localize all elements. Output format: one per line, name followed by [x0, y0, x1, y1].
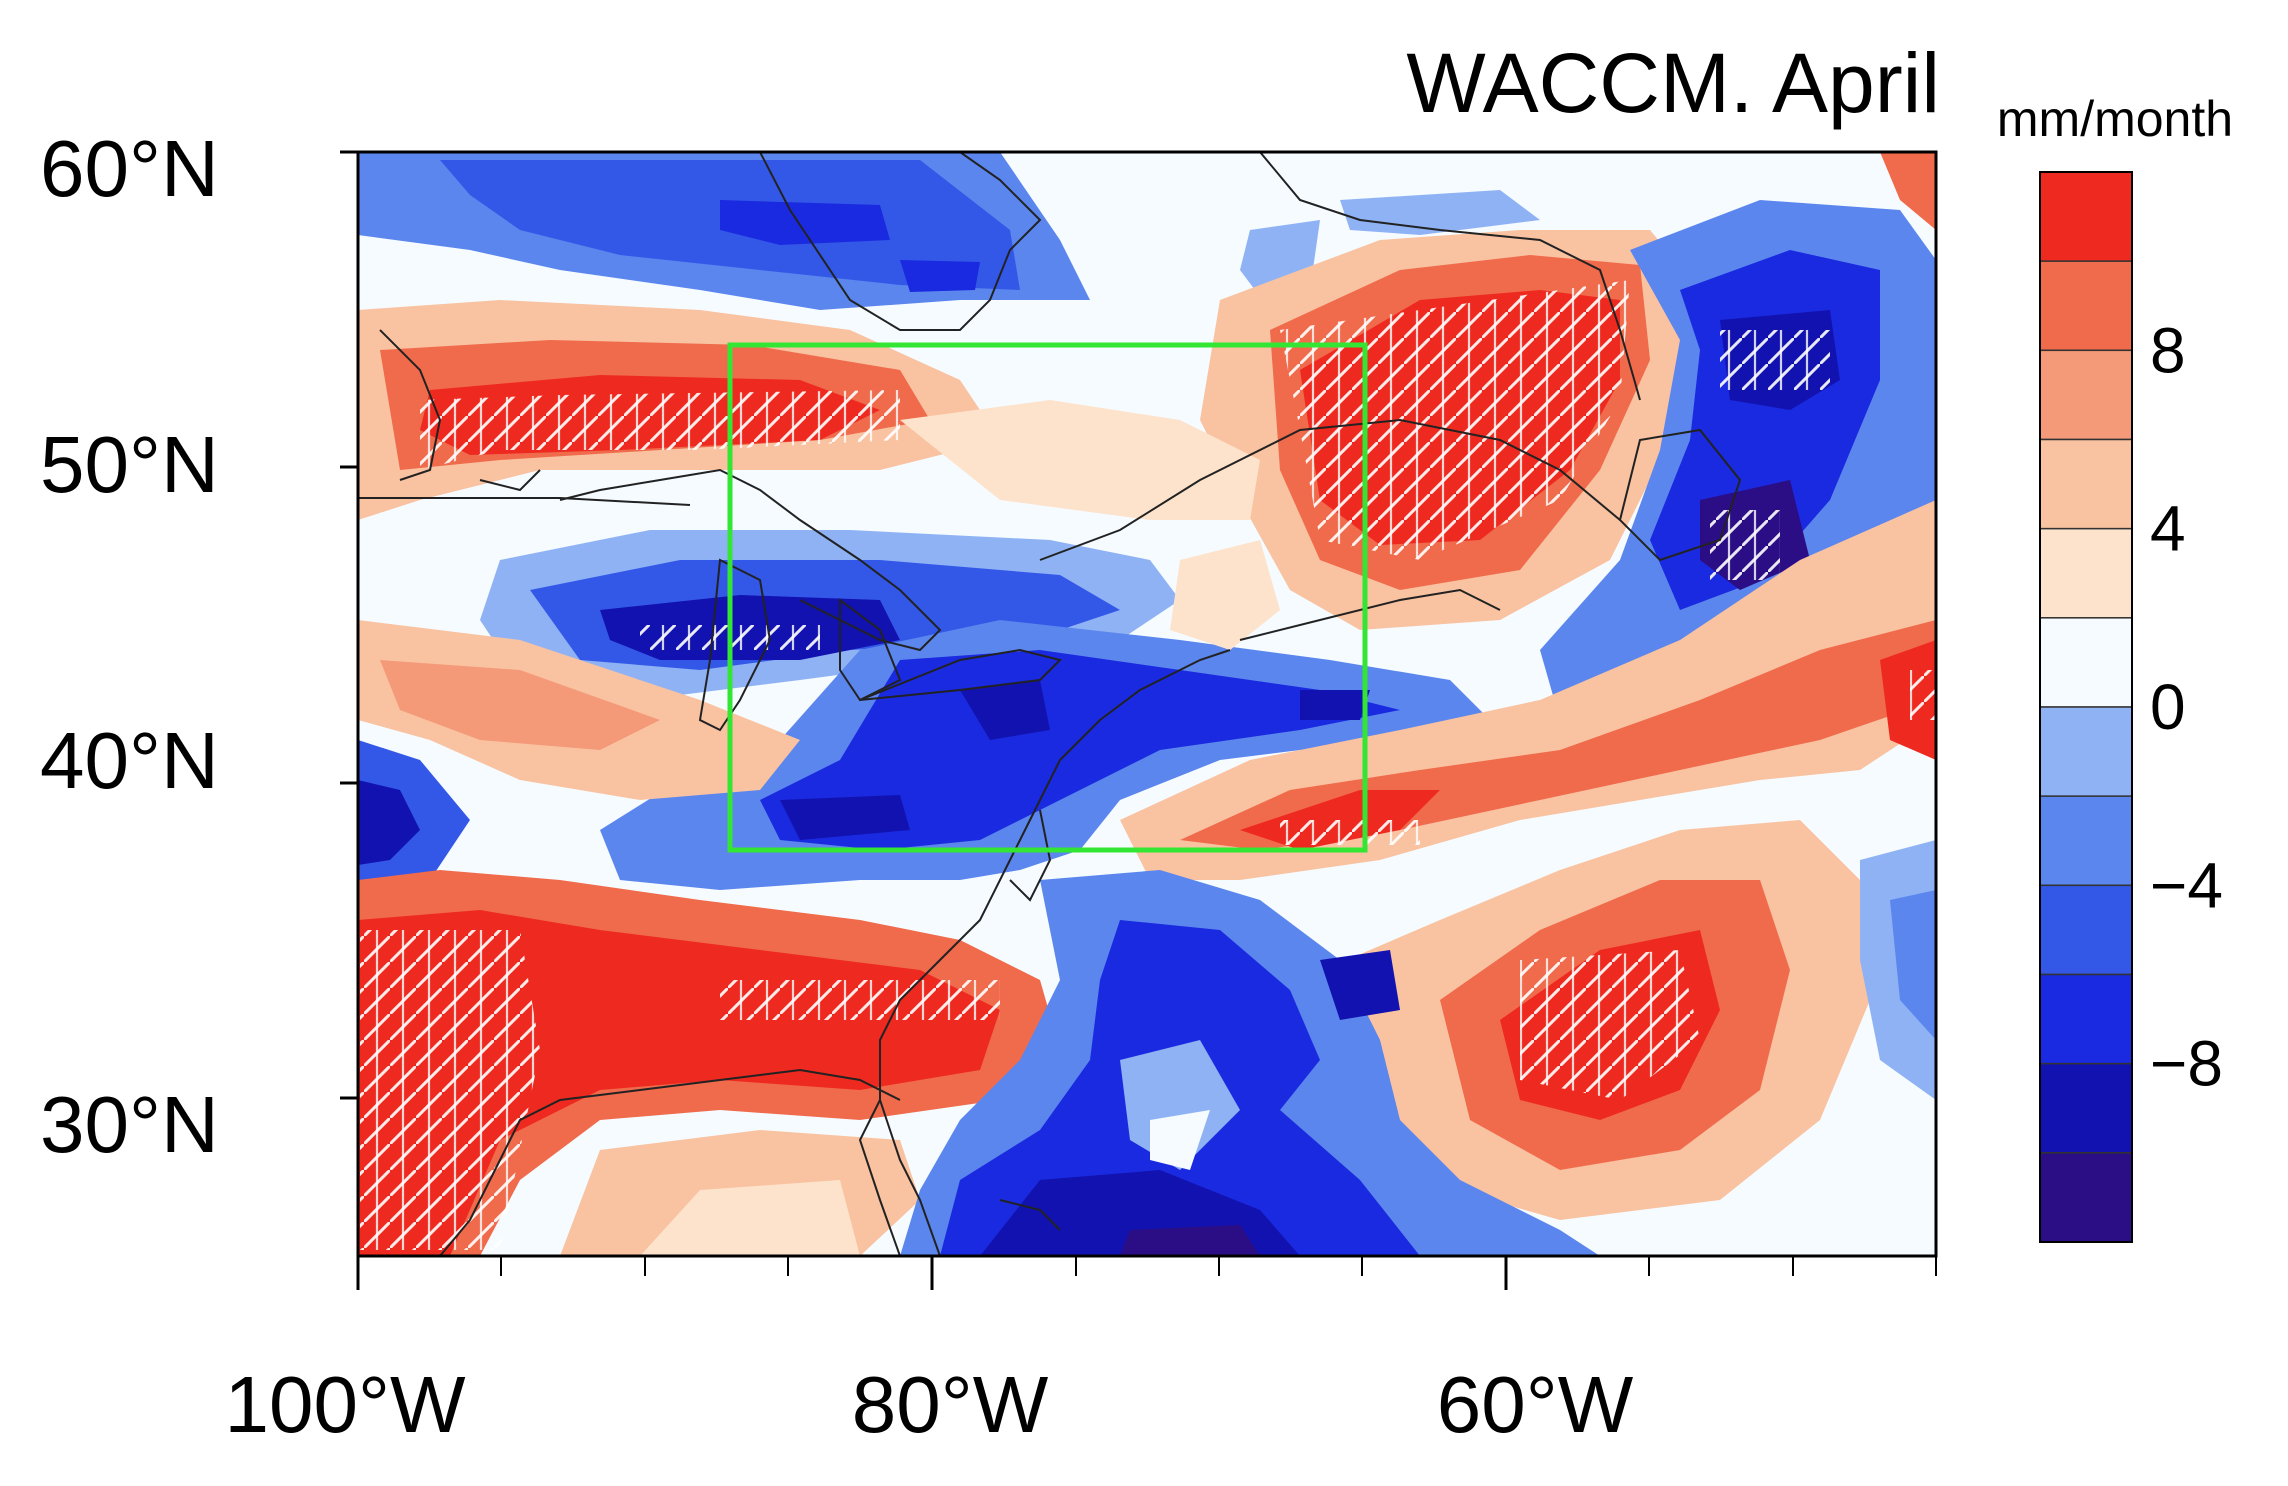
white-patch-south-gap: [1150, 1110, 1210, 1170]
red-corner-northeast: [1880, 152, 1936, 230]
colorbar-label-1: 4: [2150, 493, 2186, 565]
blue-core-east-coast-3: [1300, 690, 1370, 720]
map-title: WACCM. April: [1406, 36, 1940, 130]
lon-minor-ticks: [500, 1256, 1937, 1276]
colorbar-label-4: −8: [2150, 1028, 2223, 1100]
lat-label-30: 30°N: [40, 1080, 219, 1169]
colorbar-segment-0: [2039, 171, 2133, 262]
lat-label-40: 40°N: [40, 716, 219, 805]
colorbar-label-0: 8: [2150, 314, 2186, 386]
blue-core-south-2: [1320, 950, 1400, 1020]
colorbar-segment-9: [2039, 973, 2133, 1065]
colorbar-units: mm/month: [1997, 91, 2233, 147]
colorbar-segment-10: [2039, 1062, 2133, 1154]
longitude-axis: 100°W 80°W 60°W: [225, 1256, 1937, 1449]
blue-core-north-2: [900, 260, 980, 292]
blue-core-north-1: [720, 200, 890, 245]
colorbar-label-2: 0: [2150, 671, 2186, 743]
blue-core-south-1: [1120, 1225, 1260, 1256]
colorbar: 8 4 0 −4 −8: [2039, 171, 2223, 1243]
colorbar-segment-11: [2039, 1152, 2133, 1243]
study-region-box: [727, 342, 1368, 853]
colorbar-segment-1: [2039, 260, 2133, 352]
pos-patch-south-florida-light: [640, 1180, 860, 1256]
blue-band-east-coast-inner: [760, 650, 1400, 850]
map-frame: [356, 150, 1938, 1258]
lon-label-60: 60°W: [1437, 1360, 1634, 1449]
colorbar-segment-3: [2039, 438, 2133, 530]
blue-patch-far-west-core: [358, 780, 420, 865]
colorbar-segment-8: [2039, 884, 2133, 976]
blue-patch-southeast-inner: [1890, 890, 1936, 1040]
lat-label-60: 60°N: [40, 124, 219, 213]
colorbar-segment-2: [2039, 349, 2133, 441]
lon-label-100: 100°W: [225, 1360, 466, 1449]
anomaly-field: [358, 152, 1936, 1256]
latitude-axis: 60°N 50°N 40°N 30°N: [40, 124, 358, 1169]
colorbar-segment-5: [2039, 617, 2133, 708]
colorbar-frame: [2039, 171, 2133, 1243]
colorbar-segment-6: [2039, 706, 2133, 797]
coastlines: [358, 152, 1742, 1256]
blue-core-east-coast: [960, 680, 1050, 740]
colorbar-segment-7: [2039, 795, 2133, 887]
light-pos-patch-maine: [1170, 540, 1280, 650]
colorbar-label-3: −4: [2150, 849, 2223, 921]
light-pos-band-central: [900, 400, 1260, 520]
colorbar-segment-4: [2039, 527, 2133, 619]
pos-patch-west-40n-inner: [380, 660, 660, 750]
lon-label-80: 80°W: [852, 1360, 1049, 1449]
lat-label-50: 50°N: [40, 420, 219, 509]
blue-core-east-coast-2: [780, 795, 910, 840]
